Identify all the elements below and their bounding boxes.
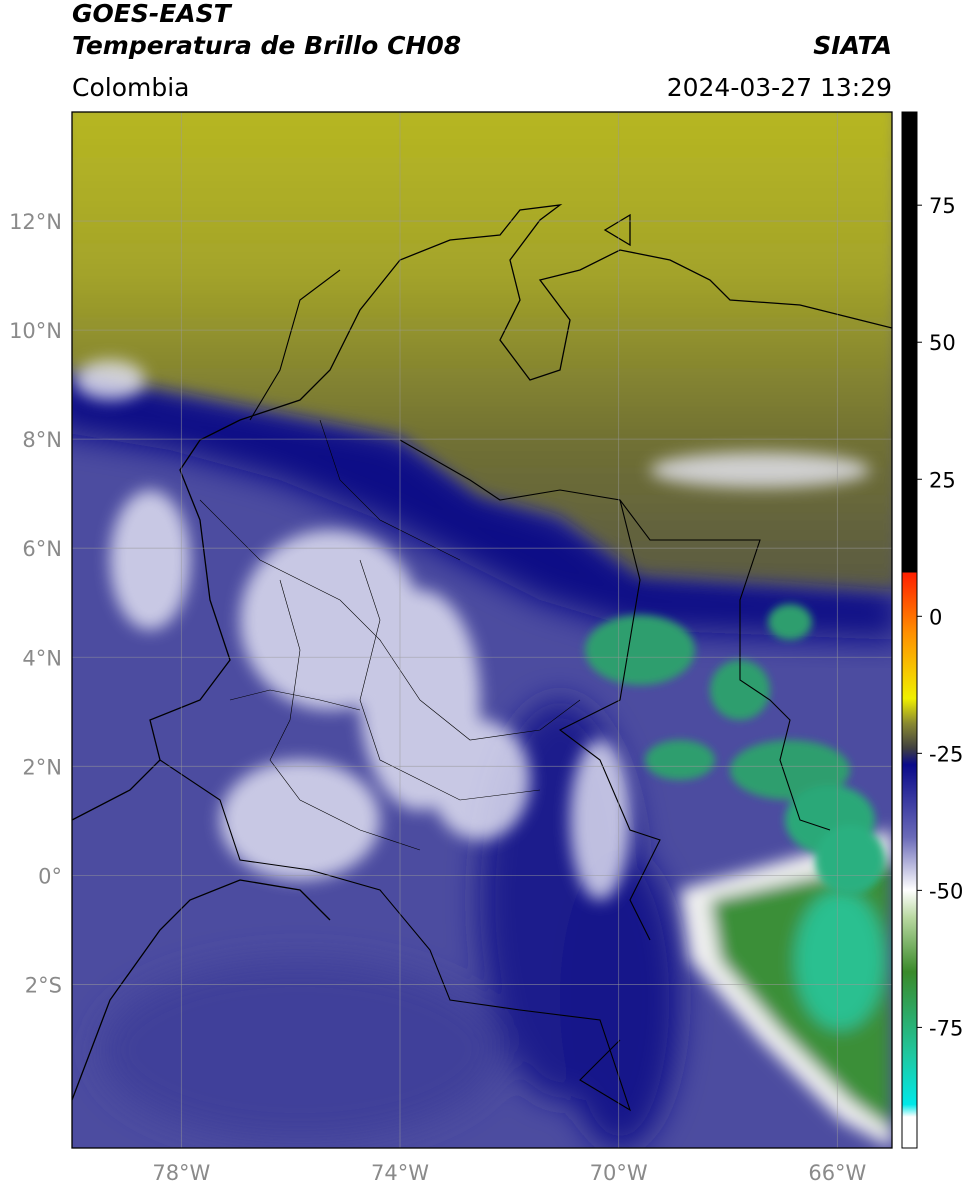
subtitle: Temperatura de Brillo CH08: [72, 31, 461, 60]
region: Colombia: [72, 73, 189, 102]
colorbar-tick-label: -75: [929, 1016, 963, 1040]
y-tick-label: 6°N: [22, 537, 62, 561]
y-tick-label: 8°N: [22, 428, 62, 452]
y-tick-label: 10°N: [9, 319, 62, 343]
country-border: [159, 269, 831, 1112]
source: SIATA: [813, 31, 892, 60]
colorbar-tick-label: 0: [929, 605, 942, 629]
colorbar-tick-label: -50: [929, 879, 963, 903]
x-tick-label: 74°W: [371, 1161, 429, 1185]
x-tick-label: 66°W: [808, 1161, 866, 1185]
colorbar: [901, 111, 918, 1149]
y-tick-label: 2°N: [22, 755, 62, 779]
colorbar-tick-label: 75: [929, 194, 956, 218]
department-borders: [199, 419, 581, 851]
y-tick-label: 0°: [38, 864, 62, 888]
y-tick-label: 4°N: [22, 646, 62, 670]
colorbar-tick-label: 50: [929, 331, 956, 355]
y-tick-label: 2°S: [25, 973, 62, 997]
satellite-image: [72, 112, 892, 1148]
map-frame: [71, 111, 893, 1149]
coastline: [72, 204, 892, 1101]
datetime: 2024-03-27 13:29: [667, 73, 892, 102]
title: GOES-EAST: [72, 0, 233, 28]
x-tick-label: 78°W: [152, 1161, 210, 1185]
y-tick-label: 12°N: [9, 210, 62, 234]
colorbar-tick-label: 25: [929, 468, 956, 492]
colorbar-tick-label: -25: [929, 742, 963, 766]
x-tick-label: 70°W: [590, 1161, 648, 1185]
